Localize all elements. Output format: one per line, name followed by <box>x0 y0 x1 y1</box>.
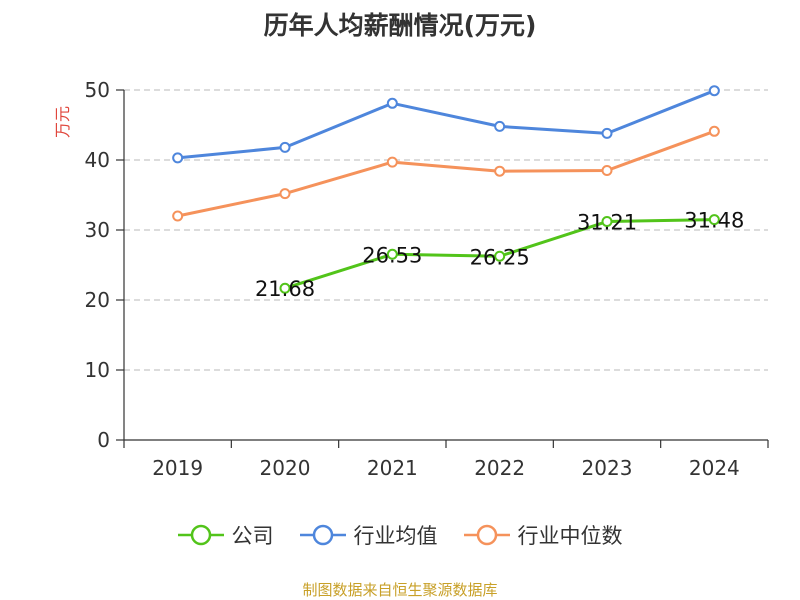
data-point <box>601 127 613 139</box>
x-tick-label: 2021 <box>367 456 418 480</box>
legend: 公司 行业均值 行业中位数 <box>0 520 800 550</box>
data-point <box>494 120 506 132</box>
legend-label: 公司 <box>231 524 274 548</box>
data-point <box>708 125 720 137</box>
x-tick-label: 2024 <box>689 456 740 480</box>
legend-line-icon <box>299 524 346 546</box>
data-point <box>386 156 398 168</box>
data-point <box>172 210 184 222</box>
data-point <box>494 250 506 262</box>
source-note: 制图数据来自恒生聚源数据库 <box>302 581 498 599</box>
y-tick-label: 20 <box>85 288 110 312</box>
data-point <box>386 248 398 260</box>
data-point <box>172 152 184 164</box>
y-tick-label: 10 <box>85 358 110 382</box>
series <box>172 85 720 294</box>
y-axis-label: 万元 <box>53 106 72 138</box>
data-point <box>279 141 291 153</box>
gridlines <box>124 89 768 371</box>
data-point <box>386 97 398 109</box>
data-point <box>279 282 291 294</box>
y-tick-label: 40 <box>85 148 110 172</box>
legend-item-industry-mean[interactable]: 行业均值 <box>299 520 438 550</box>
data-point <box>708 85 720 97</box>
series-line <box>177 89 715 160</box>
data-label: 21.68 <box>255 277 315 301</box>
series-line <box>177 129 715 218</box>
x-tick-label: 2022 <box>474 456 525 480</box>
chart-title: 历年人均薪酬情况(万元) <box>263 11 537 40</box>
axes: 0 10 20 30 40 50 2019 2020 2021 2022 2023 2024 <box>85 78 769 480</box>
legend-label: 行业均值 <box>353 524 438 548</box>
legend-item-industry-median[interactable]: 行业中位数 <box>463 520 623 550</box>
data-label: 26.25 <box>470 245 530 269</box>
legend-line-icon <box>463 524 510 546</box>
legend-label: 行业中位数 <box>517 524 623 548</box>
data-point <box>708 214 720 226</box>
y-tick-label: 50 <box>85 78 110 102</box>
x-tick-label: 2023 <box>582 456 633 480</box>
data-label: 31.21 <box>577 211 637 235</box>
x-tick-label: 2020 <box>260 456 311 480</box>
data-label: 26.53 <box>362 243 422 267</box>
data-point <box>601 216 613 228</box>
data-label: 31.48 <box>684 209 744 233</box>
legend-line-icon <box>177 524 224 546</box>
data-labels: 21.68 26.53 26.25 31.21 31.48 <box>255 209 744 302</box>
data-point <box>601 165 613 176</box>
y-tick-label: 0 <box>97 428 110 452</box>
data-point <box>279 188 291 200</box>
legend-item-company[interactable]: 公司 <box>177 520 274 550</box>
y-tick-label: 30 <box>85 218 110 242</box>
x-tick-label: 2019 <box>152 456 203 480</box>
data-point <box>494 165 506 177</box>
